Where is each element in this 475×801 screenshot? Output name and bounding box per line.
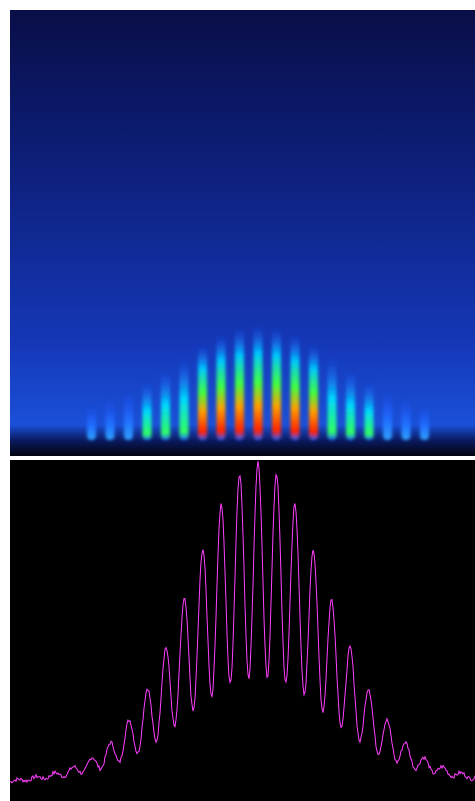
- fringe: [254, 325, 263, 440]
- fringe: [402, 400, 411, 440]
- fringe: [328, 357, 337, 440]
- fringe: [235, 327, 244, 440]
- fringe: [143, 382, 152, 440]
- fringe: [106, 400, 115, 440]
- fringe: [365, 382, 374, 440]
- fringe: [198, 345, 207, 440]
- fringe: [272, 327, 281, 440]
- fringe: [217, 334, 226, 440]
- fringe: [161, 370, 170, 440]
- page: (() => { const svg = document.getElement…: [0, 0, 475, 801]
- fringe: [346, 370, 355, 440]
- fringe: [180, 357, 189, 440]
- fringe: [383, 392, 392, 440]
- measurement-view: [0, 0, 475, 801]
- fringe: [420, 406, 429, 440]
- fringe: [87, 406, 96, 440]
- fringe: [309, 345, 318, 440]
- fringe: [291, 334, 300, 440]
- separator: [10, 456, 475, 460]
- fringe: [124, 392, 133, 440]
